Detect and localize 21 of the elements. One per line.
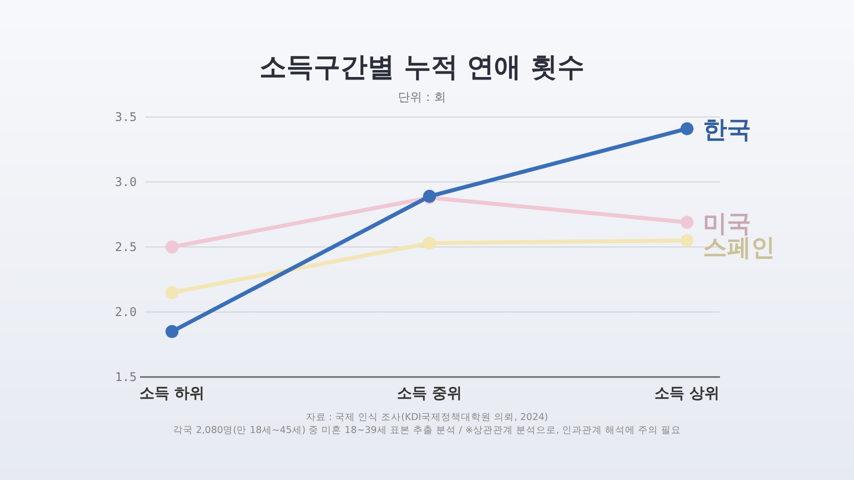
y-tick-label: 2.0 <box>115 305 137 319</box>
point <box>166 325 178 338</box>
chart-subtitle: 단위 : 회 <box>398 90 446 104</box>
x-tick-label: 소득 하위 <box>139 384 205 402</box>
y-tick-label: 2.5 <box>115 240 137 254</box>
y-tick-label: 1.5 <box>115 370 137 384</box>
text: 자료 : 국제 인식 조사(KDI국제정책대학원 의뢰, 2024) <box>306 412 548 423</box>
text: 각국 2,080명(만 18세~45세) 중 미혼 18~39세 표본 추출 분석 / ※상관관계 분석으로, 인과관계 해석에 주의 필요 <box>172 425 682 436</box>
x-tick-label: 소득 중위 <box>396 384 462 402</box>
x-tick-label: 소득 상위 <box>654 384 720 402</box>
point <box>166 286 178 299</box>
point <box>680 234 694 247</box>
series-label: 한국 <box>703 116 751 144</box>
y-tick-label: 3.5 <box>115 110 137 124</box>
y-tick-label: 3.0 <box>115 175 137 189</box>
series-label: 미국 <box>703 209 751 238</box>
point <box>680 216 694 229</box>
point <box>680 122 694 136</box>
chart-title: 소득구간별 누적 연애 횟수 <box>259 52 585 83</box>
point <box>166 240 178 254</box>
point <box>423 236 436 250</box>
